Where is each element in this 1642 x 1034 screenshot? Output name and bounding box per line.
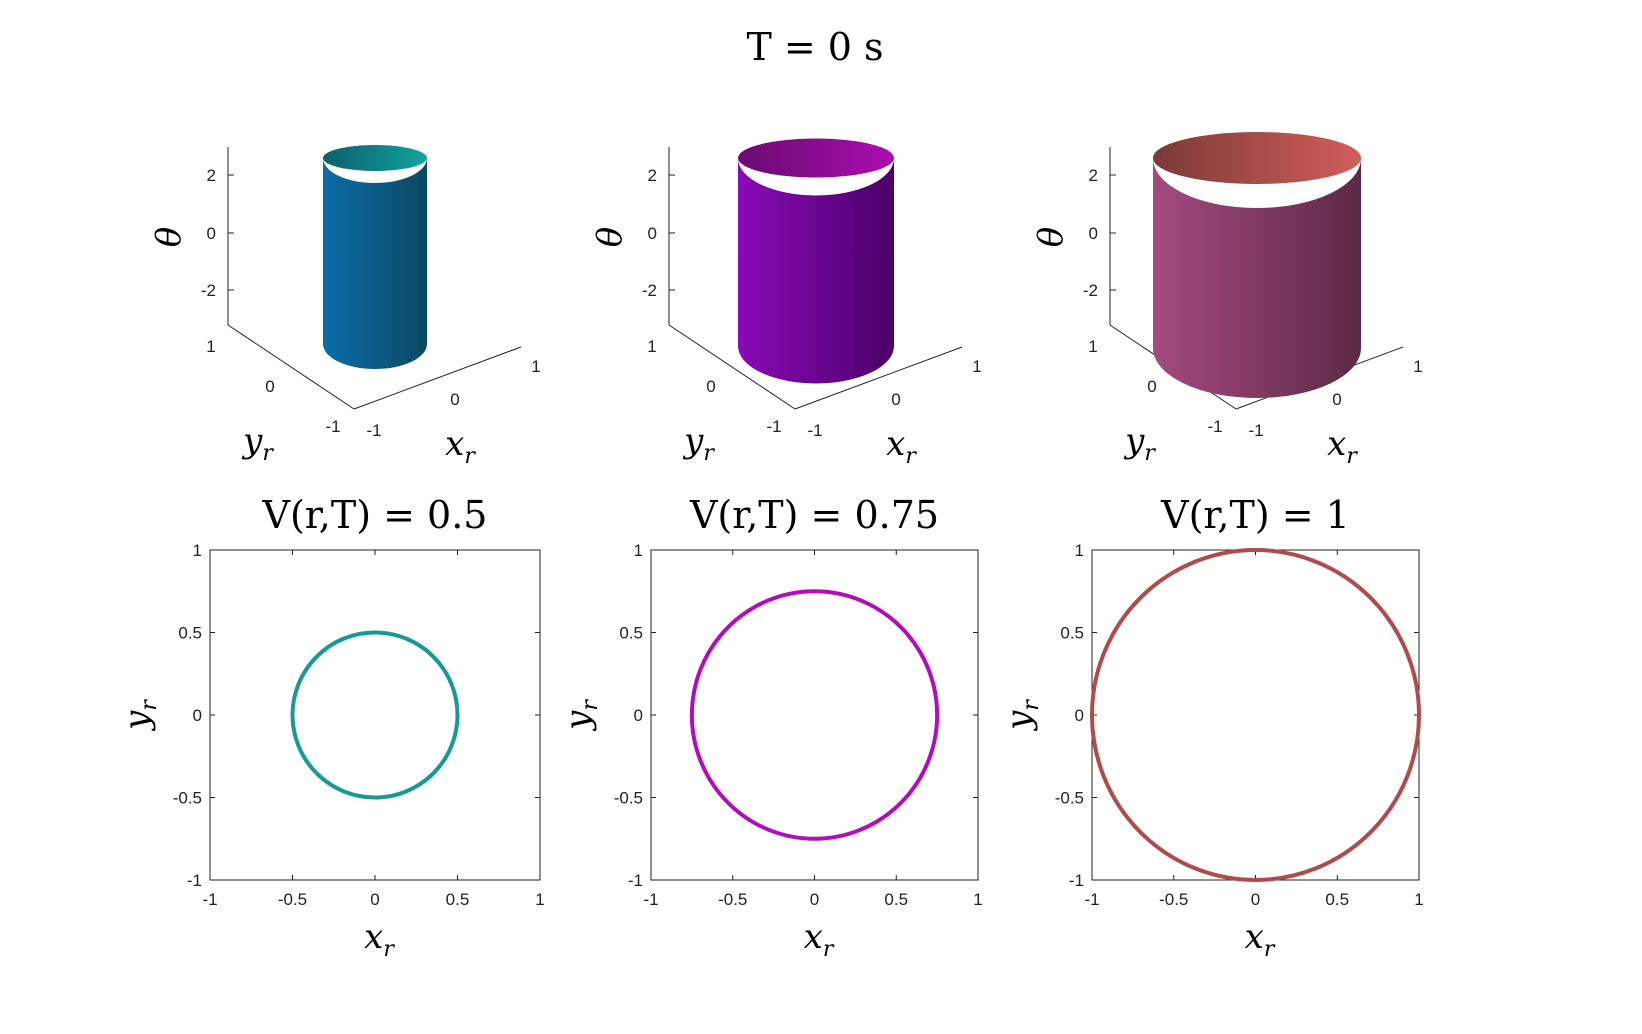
x-axis-label: xr [364,917,395,962]
x-tick-label: -0.5 [1159,890,1188,909]
cylinder-side [323,158,427,369]
series-circle [1090,548,1421,882]
cylinder-top [1153,132,1361,184]
plot-title: V(r,T) = 1 [1160,493,1350,537]
x-axis-label: xr [1245,917,1276,962]
y-tick-label: -0.5 [173,789,202,808]
x-tick-label: 0.5 [446,890,470,909]
z-tick-label: 0 [207,224,216,243]
z-tick-label: 2 [648,166,657,185]
x-axis-label: xr [804,917,835,962]
x-axis-label: xr [1327,424,1358,469]
surface-plot-top-right: 2 0 -2 1 0 -1 -1 0 1 θ yr xr [1031,132,1423,469]
x-tick-label: 0 [891,390,900,409]
x-axis [353,346,522,410]
line-plot-bottom-middle: V(r,T) = 0.75 -1 -0.5 0 0.5 1 1 0.5 0 -0.5 -1 xr yr [558,493,983,962]
x-tick-label: -1 [366,421,381,440]
x-tick-label: 0 [370,890,379,909]
z-tick-label: 0 [1089,224,1098,243]
x-tick-label: 0 [450,390,459,409]
y-tick-label: 0 [706,377,715,396]
x-tick-label: 1 [531,357,540,376]
surface-plot-top-middle: 2 0 -2 1 0 -1 -1 0 1 θ yr xr [590,138,982,469]
x-tick-label: 1 [973,890,982,909]
y-tick-label: -1 [1207,417,1222,436]
y-axis-label: yr [682,421,715,466]
x-tick-label: 0 [1332,390,1341,409]
y-axis [227,324,355,410]
z-tick-label: 2 [207,166,216,185]
x-axis-label: xr [445,424,476,469]
y-tick-label: 0.5 [1060,624,1084,643]
x-tick-label: -1 [202,890,217,909]
x-tick-label: 0.5 [884,890,908,909]
z-axis-label: θ [590,227,630,247]
x-tick-label: 1 [535,890,544,909]
x-tick-label: -1 [1084,890,1099,909]
figure-title: T = 0 s [746,25,883,69]
z-tick-label: -2 [642,281,657,300]
x-tick-label: 0 [1251,890,1260,909]
y-tick-label: -1 [187,871,202,890]
y-axis-label: yr [999,699,1044,732]
y-axis-label: yr [1123,421,1156,466]
plot-frame [650,549,979,881]
z-tick-label: 2 [1089,166,1098,185]
x-tick-label: 1 [972,357,981,376]
plot-title: V(r,T) = 0.75 [689,493,939,537]
x-tick-label: -1 [643,890,658,909]
series-circle [689,589,940,841]
y-tick-label: -1 [1069,871,1084,890]
y-axis [668,324,796,410]
y-tick-label: -0.5 [1055,789,1084,808]
y-tick-label: 0 [193,706,202,725]
surface-plot-top-left: 2 0 -2 1 0 -1 -1 0 1 θ yr xr [149,145,541,469]
y-tick-label: 0 [1075,706,1084,725]
y-tick-label: 1 [1075,541,1084,560]
line-plot-bottom-right: V(r,T) = 1 -1 -0.5 0 0.5 1 1 0.5 0 -0.5 -1 xr yr [999,493,1424,962]
y-tick-label: 0 [634,706,643,725]
cylinder-side [1153,158,1361,398]
x-axis [794,346,963,410]
z-tick-label: -2 [1083,281,1098,300]
y-tick-label: 1 [193,541,202,560]
y-tick-label: 1 [647,337,656,356]
cylinder-top [323,145,427,171]
y-tick-label: 1 [1088,337,1097,356]
y-axis-label: yr [241,421,274,466]
y-tick-label: -0.5 [614,789,643,808]
x-tick-label: 0 [810,890,819,909]
y-tick-label: -1 [325,417,340,436]
cylinder-side [738,158,894,384]
x-tick-label: -1 [1248,421,1263,440]
plot-title: V(r,T) = 0.5 [262,493,488,537]
x-tick-label: -0.5 [278,890,307,909]
x-tick-label: -1 [807,421,822,440]
cylinder-top [738,138,894,178]
y-tick-label: 0.5 [619,624,643,643]
y-tick-label: 0.5 [178,624,202,643]
y-tick-label: 1 [206,337,215,356]
y-tick-label: 0 [265,377,274,396]
plot-frame [209,549,541,881]
x-axis-label: xr [886,424,917,469]
z-tick-label: 0 [648,224,657,243]
y-tick-label: 1 [634,541,643,560]
line-plot-bottom-left: V(r,T) = 0.5 -1 -0.5 0 0.5 1 1 0.5 0 -0.5 -1 xr yr [117,493,545,962]
z-tick-label: -2 [201,281,216,300]
y-tick-label: -1 [766,417,781,436]
y-tick-label: -1 [628,871,643,890]
y-tick-label: 0 [1147,377,1156,396]
series-circle [290,630,460,800]
y-axis-label: yr [117,699,162,732]
x-tick-label: 1 [1413,357,1422,376]
z-axis-label: θ [149,227,189,247]
z-axis-label: θ [1031,227,1071,247]
x-tick-label: -0.5 [718,890,747,909]
y-axis-label: yr [558,699,603,732]
x-tick-label: 0.5 [1325,890,1349,909]
x-tick-label: 1 [1414,890,1423,909]
